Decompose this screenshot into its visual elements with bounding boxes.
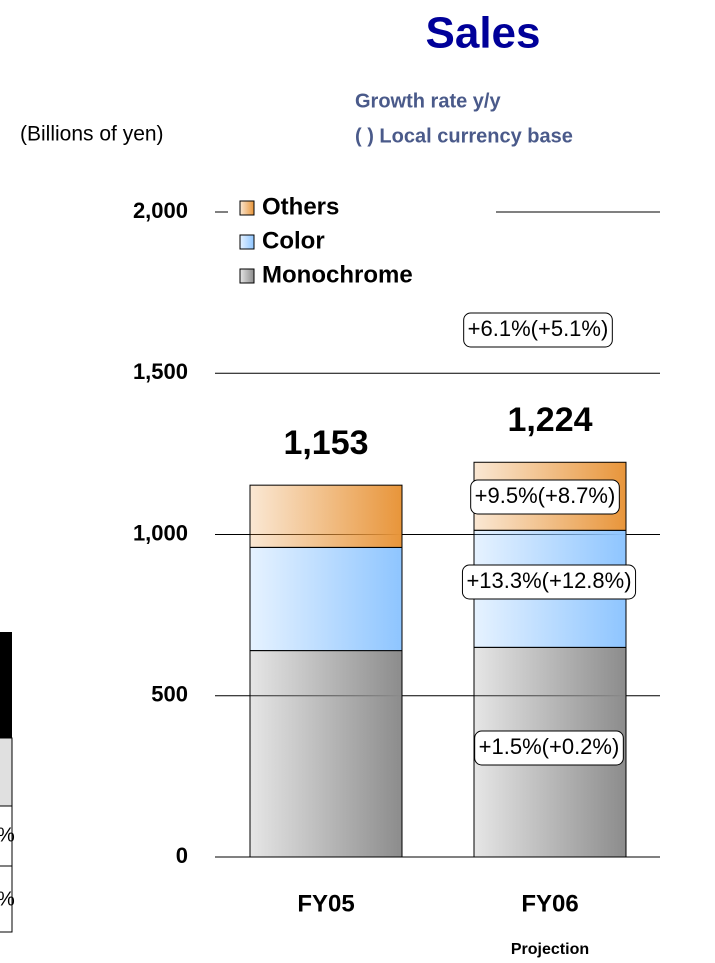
y-tick-label: 1,000 (133, 520, 188, 545)
legend-bg (228, 190, 496, 294)
annotation-text: +6.1%(+5.1%) (468, 316, 609, 341)
fragment-text: % (0, 824, 15, 846)
fragment-row (0, 737, 13, 807)
legend-swatch (239, 200, 255, 216)
x-tick-label: FY06 (521, 890, 578, 917)
y-tick-label: 500 (151, 682, 188, 707)
annotation-box (474, 730, 624, 766)
unit-label: (Billions of yen) (20, 123, 164, 146)
legend-label: Color (262, 227, 325, 254)
annotation-text: +9.5%(+8.7%) (475, 483, 616, 508)
annotation: +13.3%(+12.8%) (461, 564, 637, 600)
x-tick-label: FY05 (297, 890, 354, 917)
legend-swatch (239, 268, 255, 284)
subtitle: ( ) Local currency base (355, 125, 573, 147)
annotation-box (470, 479, 620, 515)
legend-swatch (239, 234, 255, 250)
total-label: 1,153 (283, 424, 368, 462)
bar-segment (249, 546, 403, 652)
annotation-box (463, 312, 613, 348)
legend-label: Others (262, 193, 339, 220)
annotation-text: +13.3%(+12.8%) (466, 568, 631, 593)
legend: Others Color Monochrome (228, 190, 496, 294)
annotation-text: +1.5%(+0.2%) (479, 734, 620, 759)
annotation: +1.5%(+0.2%) (474, 730, 624, 766)
annotation-box (461, 564, 637, 600)
chart-title: Sales (426, 9, 541, 58)
bar-segment (249, 650, 403, 858)
y-tick-label: 2,000 (133, 198, 188, 223)
annotation: +9.5%(+8.7%) (470, 479, 620, 515)
category-note: Projection (511, 941, 589, 958)
left-fragment: % % (0, 632, 15, 933)
fragment-text: % (0, 888, 15, 910)
y-tick-label: 0 (176, 843, 188, 868)
subtitle: Growth rate y/y (355, 90, 501, 112)
annotation: +6.1%(+5.1%) (463, 312, 613, 348)
fragment-header (0, 632, 12, 738)
legend-label: Monochrome (262, 261, 413, 288)
bar-segment (249, 484, 403, 548)
fragment-row (0, 865, 13, 933)
y-tick-label: 1,500 (133, 359, 188, 384)
total-label: 1,224 (507, 401, 592, 439)
